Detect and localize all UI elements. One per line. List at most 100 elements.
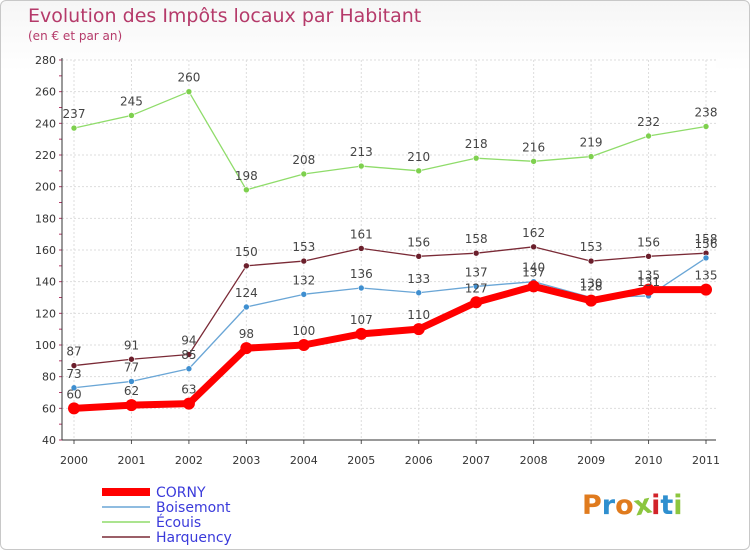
- y-tick-label: 140: [35, 276, 56, 289]
- data-point-harquency: [587, 257, 595, 265]
- data-label-boisemont: 132: [292, 273, 315, 287]
- legend-label: Écouis: [156, 514, 201, 531]
- data-label-harquency: 156: [407, 235, 430, 249]
- x-tick-label: 2010: [635, 454, 663, 467]
- data-point-ecouis: [357, 162, 365, 170]
- data-point-ecouis: [243, 186, 250, 194]
- data-point-corny: [68, 402, 80, 415]
- data-point-corny: [412, 323, 425, 336]
- data-label-corny: 63: [181, 383, 196, 397]
- data-point-boisemont: [128, 378, 135, 385]
- data-label-corny: 128: [580, 280, 603, 294]
- y-tick-label: 200: [35, 181, 56, 194]
- data-label-corny: 100: [292, 324, 315, 338]
- data-label-corny: 135: [637, 269, 660, 283]
- data-point-corny: [240, 342, 253, 355]
- data-label-boisemont: 137: [465, 265, 488, 279]
- legend-label: Harquency: [156, 530, 232, 546]
- data-point-harquency: [128, 355, 135, 363]
- data-label-harquency: 161: [350, 227, 373, 241]
- data-label-boisemont: 85: [181, 348, 196, 362]
- data-point-ecouis: [415, 167, 423, 175]
- data-label-corny: 127: [465, 281, 488, 295]
- x-tick-label: 2003: [232, 454, 260, 467]
- data-point-harquency: [300, 257, 308, 265]
- legend-label: Boisemont: [156, 500, 231, 516]
- x-tick-label: 2004: [290, 454, 318, 467]
- data-label-boisemont: 131: [637, 275, 660, 289]
- x-tick-label: 2000: [60, 454, 88, 467]
- x-tick-label: 2001: [117, 454, 145, 467]
- data-point-corny: [182, 397, 195, 410]
- data-point-harquency: [415, 253, 423, 260]
- data-point-ecouis: [587, 153, 595, 160]
- data-point-ecouis: [128, 112, 135, 119]
- y-tick-label: 160: [35, 244, 56, 257]
- data-point-corny: [297, 339, 310, 351]
- y-tick-label: 100: [35, 339, 56, 352]
- data-point-corny: [642, 283, 655, 296]
- data-point-boisemont: [702, 254, 710, 262]
- data-point-ecouis: [530, 158, 537, 165]
- logo-letter: i: [651, 490, 661, 521]
- data-point-ecouis: [300, 170, 308, 178]
- logo-letter: P: [582, 490, 602, 521]
- data-label-ecouis: 218: [465, 137, 488, 151]
- logo-letter: o: [615, 490, 634, 521]
- data-label-boisemont: 73: [66, 367, 81, 381]
- data-label-harquency: 153: [292, 240, 315, 254]
- data-label-corny: 60: [66, 387, 81, 401]
- data-label-corny: 107: [350, 313, 373, 327]
- data-label-harquency: 158: [465, 232, 488, 246]
- plot-area: [62, 60, 716, 440]
- data-point-corny: [527, 280, 540, 293]
- data-label-ecouis: 238: [695, 106, 718, 120]
- data-point-boisemont: [472, 283, 480, 290]
- data-point-harquency: [645, 253, 652, 260]
- y-tick-label: 180: [35, 212, 56, 225]
- data-point-boisemont: [243, 303, 250, 311]
- data-label-boisemont: 136: [350, 267, 373, 281]
- chart-title: Evolution des Impôts locaux par Habitant: [28, 5, 422, 27]
- data-label-harquency: 156: [637, 235, 660, 249]
- x-tick-label: 2006: [405, 454, 433, 467]
- data-label-harquency: 162: [522, 226, 545, 240]
- data-label-ecouis: 232: [637, 115, 660, 129]
- data-label-harquency: 94: [181, 334, 196, 348]
- data-point-corny: [355, 327, 368, 340]
- data-point-ecouis: [70, 124, 78, 132]
- y-tick-label: 280: [35, 54, 56, 67]
- y-tick-label: 60: [42, 402, 56, 415]
- data-label-corny: 110: [407, 308, 430, 322]
- data-label-ecouis: 260: [177, 71, 200, 85]
- data-label-ecouis: 198: [235, 169, 258, 183]
- data-point-boisemont: [357, 284, 365, 292]
- data-label-ecouis: 245: [120, 94, 143, 108]
- data-point-boisemont: [300, 291, 308, 298]
- data-label-harquency: 150: [235, 245, 258, 259]
- data-point-ecouis: [645, 132, 652, 140]
- data-point-ecouis: [185, 88, 193, 95]
- data-point-harquency: [243, 262, 250, 270]
- x-tick-label: 2009: [577, 454, 605, 467]
- data-label-ecouis: 210: [407, 150, 430, 164]
- y-tick-label: 120: [35, 307, 56, 320]
- data-point-ecouis: [472, 154, 480, 162]
- data-label-ecouis: 219: [580, 136, 603, 150]
- data-point-harquency: [70, 362, 78, 369]
- series-line-ecouis: [73, 91, 707, 191]
- legend-label: CORNY: [156, 485, 206, 501]
- data-point-boisemont: [415, 289, 423, 297]
- data-label-corny: 135: [695, 269, 718, 283]
- logo-letter: i: [673, 490, 683, 521]
- data-label-harquency: 153: [580, 240, 603, 254]
- chart-subtitle: (en € et par an): [28, 29, 123, 43]
- y-tick-label: 40: [42, 434, 56, 447]
- y-tick-label: 260: [35, 86, 56, 99]
- data-point-corny: [585, 294, 598, 307]
- logo-letter: r: [601, 490, 616, 521]
- x-tick-label: 2007: [462, 454, 490, 467]
- y-tick-label: 240: [35, 117, 56, 130]
- x-tick-label: 2011: [692, 454, 720, 467]
